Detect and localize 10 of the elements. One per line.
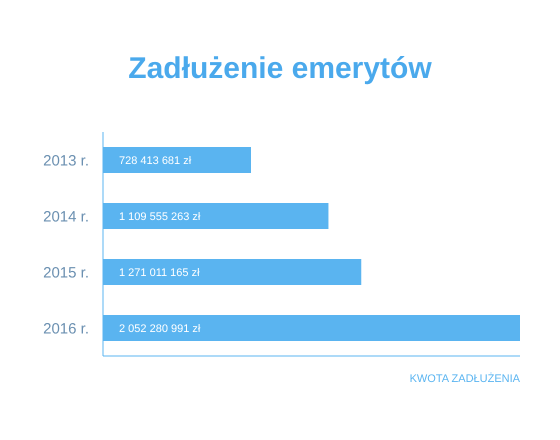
x-axis-title: KWOTA ZADŁUŻENIA	[410, 372, 521, 385]
data-label: 1 109 555 263 zł	[119, 210, 201, 223]
y-tick-label: 2014 r.	[43, 208, 89, 226]
chart-title: Zadłużenie emerytów	[127, 51, 433, 87]
y-tick-label: 2015 r.	[43, 264, 89, 282]
data-label: 2 052 280 991 zł	[119, 322, 201, 335]
y-tick-label: 2013 r.	[43, 152, 89, 170]
y-tick-label: 2016 r.	[43, 320, 89, 338]
data-label: 1 271 011 165 zł	[119, 266, 200, 279]
data-label: 728 413 681 zł	[119, 154, 192, 167]
